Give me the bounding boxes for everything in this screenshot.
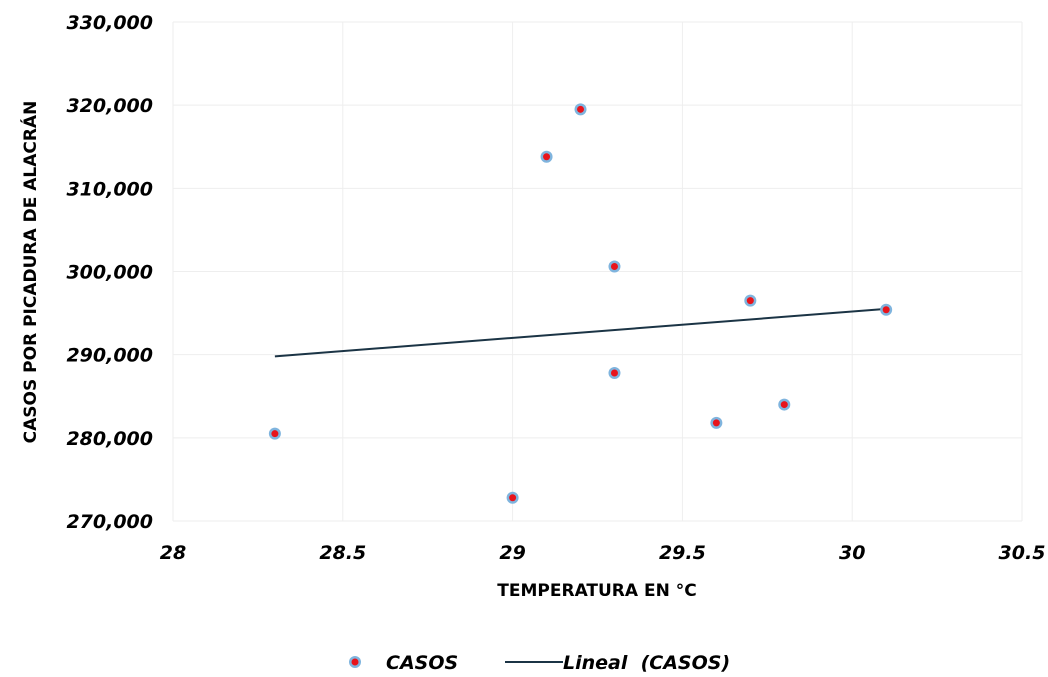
x-tick-label: 30 — [839, 542, 865, 564]
y-tick-label: 280,000 — [66, 428, 153, 450]
data-point — [778, 398, 791, 411]
x-tick-label: 29.5 — [659, 542, 706, 564]
y-tick-label: 330,000 — [66, 12, 153, 34]
data-point — [880, 303, 893, 316]
x-tick-label: 29 — [499, 542, 525, 564]
data-point — [710, 416, 723, 429]
y-axis-ticks: 270,000 280,000 290,000 300,000 310,000 320,0… — [66, 12, 153, 533]
data-point — [744, 294, 757, 307]
trendline-layer — [274, 307, 887, 358]
data-point — [574, 103, 587, 116]
legend-marker-casos — [349, 656, 361, 668]
data-point — [608, 366, 621, 379]
y-tick-label: 290,000 — [66, 345, 153, 367]
legend-label-casos: CASOS — [386, 652, 458, 674]
legend-label-trend: Lineal (CASOS) — [563, 652, 730, 674]
y-tick-label: 310,000 — [66, 178, 153, 200]
legend: CASOS Lineal (CASOS) — [349, 652, 730, 674]
x-tick-label: 30.5 — [999, 542, 1046, 564]
trendline — [274, 307, 887, 358]
y-tick-label: 270,000 — [66, 511, 153, 533]
x-axis-ticks: 28 28.5 29 29.5 30 30.5 — [160, 542, 1046, 564]
data-point — [608, 260, 621, 273]
x-tick-label: 28.5 — [319, 542, 366, 564]
gridlines — [172, 21, 1023, 522]
y-tick-label: 320,000 — [66, 95, 153, 117]
x-axis-title: TEMPERATURA EN °C — [497, 581, 696, 601]
y-axis-title: CASOS POR PICADURA DE ALACRÁN — [19, 101, 41, 444]
data-point — [540, 150, 553, 163]
data-point — [268, 427, 281, 440]
data-points — [268, 103, 893, 504]
x-tick-label: 28 — [160, 542, 186, 564]
data-point — [506, 491, 519, 504]
y-tick-label: 300,000 — [66, 262, 153, 284]
